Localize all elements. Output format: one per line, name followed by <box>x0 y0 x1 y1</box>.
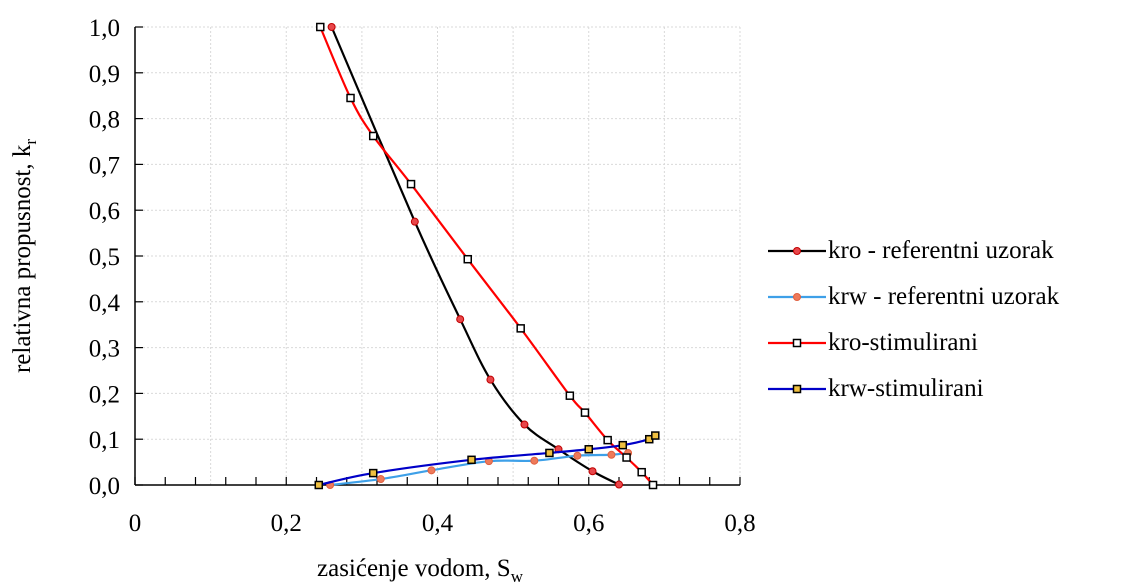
legend-label-kro-referentni: kro - referentni uzorak <box>828 237 1054 264</box>
x-tick-label: 0,8 <box>724 510 755 537</box>
x-tick-label: 0,2 <box>271 510 302 537</box>
data-point-marker <box>565 391 575 400</box>
legend-swatch-krw-stimulirani <box>768 384 826 394</box>
data-point-marker <box>467 455 476 465</box>
data-point-marker <box>792 338 802 348</box>
y-tick-label: 0,5 <box>89 244 120 271</box>
data-point-marker <box>580 408 590 417</box>
y-tick-label: 0,4 <box>89 290 121 317</box>
data-point-marker <box>792 384 802 394</box>
data-point-marker <box>368 468 378 478</box>
y-tick-label: 0,0 <box>89 473 120 500</box>
y-tick-label: 0,3 <box>89 336 120 363</box>
x-tick-label: 0,6 <box>573 510 604 537</box>
data-point-marker <box>622 453 631 462</box>
x-axis-label: zasićenje vodom, Sw <box>317 555 524 583</box>
legend-swatch-kro-referentni <box>768 247 826 255</box>
data-point-marker <box>520 420 529 429</box>
y-axis-label-subscript: r <box>21 139 40 145</box>
legend-item-kro-stimulirani: kro-stimulirani <box>768 320 1059 366</box>
data-point-marker <box>607 450 616 459</box>
legend-label-kro-stimulirani: kro-stimulirani <box>828 329 978 356</box>
legend-label-krw-stimulirani: krw-stimulirani <box>828 375 984 402</box>
y-axis-label: relativna propusnost, kr <box>9 139 40 373</box>
x-axis-label-subscript: w <box>511 567 524 583</box>
series-krw-stimulirani <box>314 431 660 490</box>
legend-item-krw-referentni: krw - referentni uzorak <box>768 274 1059 320</box>
x-axis-label-text: zasićenje vodom, S <box>317 555 511 582</box>
y-tick-label: 1,0 <box>89 15 120 42</box>
data-point-marker <box>368 131 378 141</box>
data-point-marker <box>588 467 597 476</box>
y-tick-label: 0,6 <box>89 198 120 225</box>
data-point-marker <box>637 467 646 477</box>
data-point-marker <box>651 431 660 440</box>
y-axis-label-text: relativna propusnost, k <box>9 144 36 373</box>
data-point-marker <box>618 440 628 450</box>
series-kro-stimulirani <box>316 22 658 490</box>
data-point-marker <box>793 293 801 301</box>
data-point-marker <box>456 315 465 324</box>
data-point-marker <box>327 23 336 31</box>
legend-swatch-krw-referentni <box>768 293 826 301</box>
data-point-marker <box>376 475 385 484</box>
data-point-marker <box>648 480 658 490</box>
data-point-marker <box>573 451 582 460</box>
tick-labels: 0 0,2 0,4 0,6 0,8 0,0 0,1 0,2 0,3 0,4 0,5 0,6 0,7 0,8… <box>89 15 756 537</box>
data-point-marker <box>615 480 623 489</box>
legend-item-krw-stimulirani: krw-stimulirani <box>768 366 1059 412</box>
data-point-marker <box>545 448 554 458</box>
data-point-marker <box>530 456 539 465</box>
legend-item-kro-referentni: kro - referentni uzorak <box>768 228 1059 274</box>
data-point-marker <box>793 247 801 255</box>
data-point-marker <box>603 435 612 445</box>
x-tick-label: 0 <box>129 510 142 537</box>
data-point-marker <box>410 217 419 226</box>
data-point-marker <box>314 480 324 490</box>
data-point-marker <box>316 22 325 32</box>
x-tick-label: 0,4 <box>422 510 454 537</box>
grid-lines <box>135 26 741 485</box>
series-kro-referentni-uzorak <box>327 23 623 489</box>
data-point-marker <box>516 324 525 333</box>
y-tick-label: 0,9 <box>89 61 120 88</box>
data-point-marker <box>346 93 355 103</box>
data-point-marker <box>486 375 495 384</box>
legend: kro - referentni uzorak krw - referentni… <box>768 228 1059 412</box>
data-point-marker <box>406 179 416 189</box>
data-point-marker <box>584 445 593 454</box>
series-layer <box>314 22 660 490</box>
y-tick-label: 0,8 <box>89 107 120 134</box>
legend-swatch-kro-stimulirani <box>768 338 826 348</box>
legend-label-krw-referentni: krw - referentni uzorak <box>828 283 1060 310</box>
data-point-marker <box>463 254 472 264</box>
y-tick-label: 0,1 <box>89 427 120 454</box>
y-tick-label: 0,7 <box>89 152 120 179</box>
data-point-marker <box>427 466 436 475</box>
y-tick-label: 0,2 <box>89 381 120 408</box>
